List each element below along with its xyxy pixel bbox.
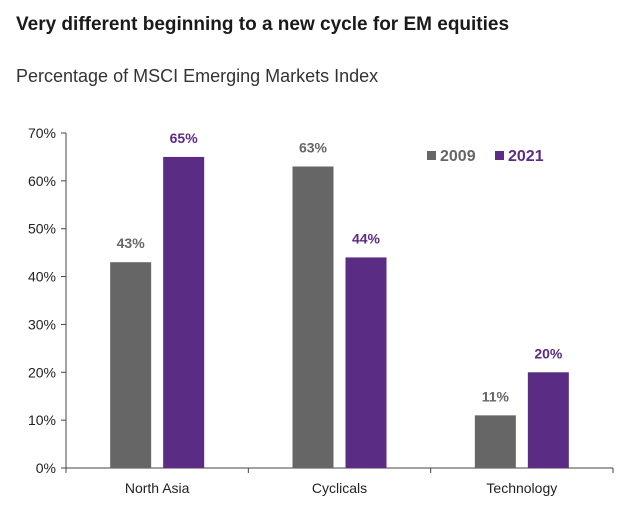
y-tick-label: 30% xyxy=(28,316,56,332)
y-tick-label: 20% xyxy=(28,364,56,380)
legend-label: 2021 xyxy=(508,148,544,165)
category-label: Technology xyxy=(486,480,557,496)
bar-2009 xyxy=(110,262,152,468)
data-label: 65% xyxy=(170,130,199,146)
y-tick-label: 70% xyxy=(28,125,56,141)
bar-2021 xyxy=(163,156,205,468)
bar-2021 xyxy=(527,372,569,468)
data-label: 11% xyxy=(482,388,510,404)
data-label: 63% xyxy=(299,140,328,156)
data-label: 20% xyxy=(534,345,563,361)
category-label: Cyclicals xyxy=(312,480,367,496)
bar-2009 xyxy=(292,166,334,468)
y-tick-label: 0% xyxy=(36,460,56,476)
legend-label: 2009 xyxy=(440,148,476,165)
y-tick-label: 10% xyxy=(28,412,56,428)
legend-swatch-2021 xyxy=(495,151,504,160)
chart-title: Very different beginning to a new cycle … xyxy=(16,14,510,35)
y-tick-label: 40% xyxy=(28,269,56,285)
category-label: North Asia xyxy=(125,480,190,496)
data-label: 43% xyxy=(117,235,146,251)
bar-2021 xyxy=(345,257,387,468)
y-tick-label: 60% xyxy=(28,173,56,189)
legend-swatch-2009 xyxy=(427,151,436,160)
data-label: 44% xyxy=(352,230,381,246)
bar-2009 xyxy=(474,415,516,468)
chart-subtitle: Percentage of MSCI Emerging Markets Inde… xyxy=(16,66,379,86)
y-tick-label: 50% xyxy=(28,221,56,237)
